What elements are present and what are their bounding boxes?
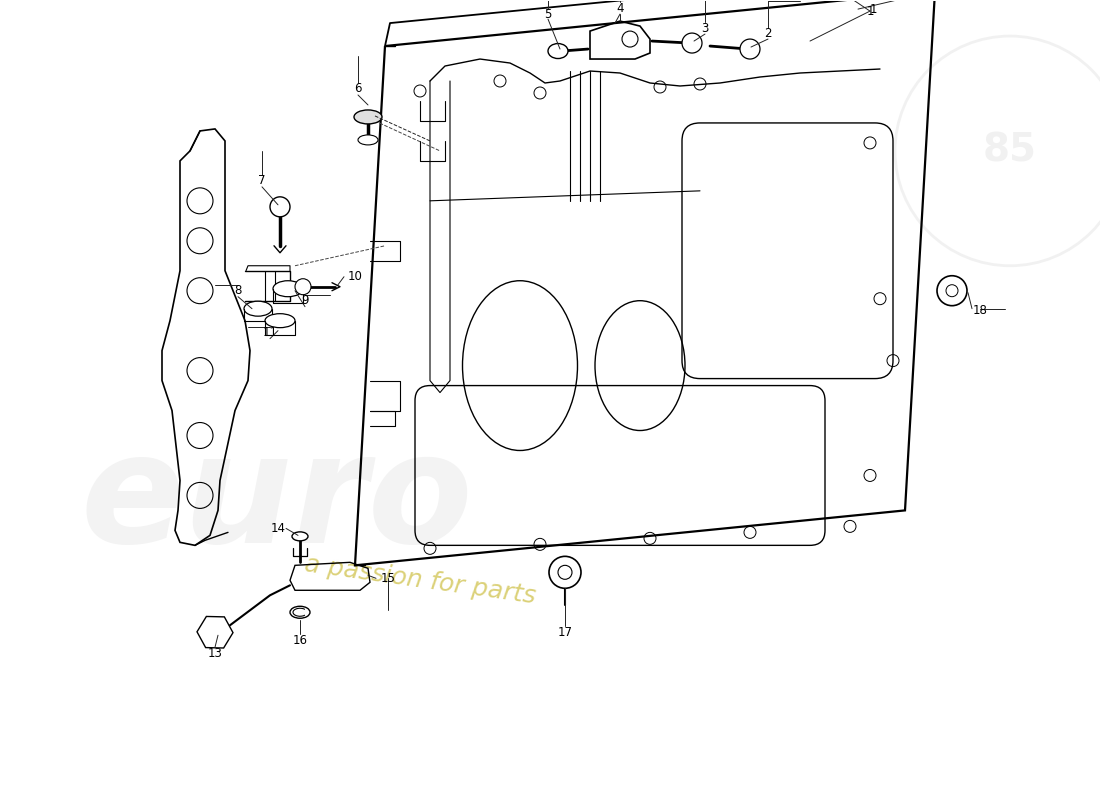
Text: 11: 11 bbox=[263, 326, 277, 339]
Text: 1: 1 bbox=[867, 5, 873, 18]
Text: 5: 5 bbox=[544, 7, 552, 21]
Text: 13: 13 bbox=[208, 646, 222, 660]
Circle shape bbox=[295, 278, 311, 294]
Ellipse shape bbox=[244, 301, 272, 316]
Circle shape bbox=[549, 556, 581, 588]
Text: 15: 15 bbox=[381, 572, 395, 585]
Ellipse shape bbox=[358, 135, 378, 145]
Text: 4: 4 bbox=[616, 2, 624, 14]
Text: 2: 2 bbox=[764, 26, 772, 39]
Circle shape bbox=[270, 197, 290, 217]
Text: 7: 7 bbox=[258, 174, 266, 187]
Text: 14: 14 bbox=[271, 522, 286, 535]
Text: 18: 18 bbox=[972, 304, 988, 317]
Text: 16: 16 bbox=[293, 634, 308, 646]
Ellipse shape bbox=[265, 314, 295, 328]
Ellipse shape bbox=[273, 281, 303, 297]
Circle shape bbox=[937, 276, 967, 306]
Text: 3: 3 bbox=[702, 22, 708, 34]
Text: 9: 9 bbox=[301, 294, 309, 307]
Ellipse shape bbox=[292, 532, 308, 541]
Text: 85: 85 bbox=[983, 132, 1037, 170]
Circle shape bbox=[682, 33, 702, 53]
Text: 8: 8 bbox=[234, 284, 242, 298]
Text: euro: euro bbox=[80, 426, 473, 575]
Text: 10: 10 bbox=[348, 270, 362, 283]
Text: 1: 1 bbox=[869, 2, 877, 15]
Ellipse shape bbox=[354, 110, 382, 124]
Circle shape bbox=[740, 39, 760, 59]
Text: a passion for parts: a passion for parts bbox=[302, 552, 537, 609]
Text: 17: 17 bbox=[558, 626, 572, 638]
Ellipse shape bbox=[548, 43, 568, 58]
Text: 6: 6 bbox=[354, 82, 362, 95]
